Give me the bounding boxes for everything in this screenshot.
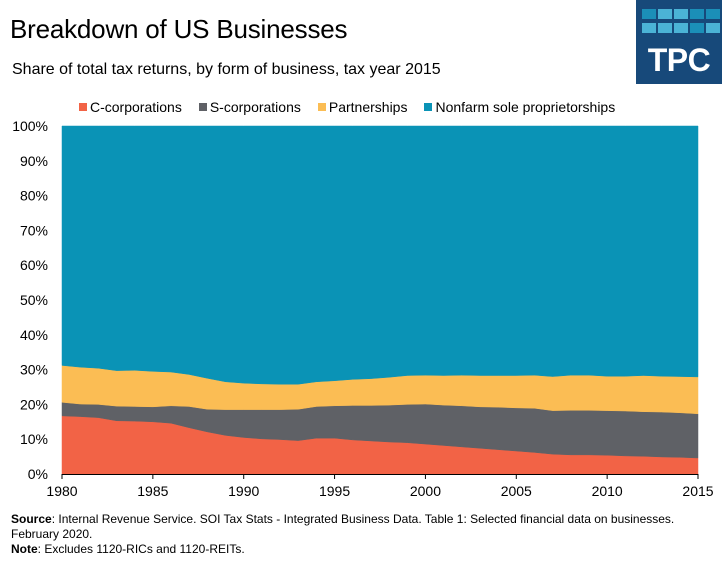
logo-square [690,9,704,19]
note-text: : Excludes 1120-RICs and 1120-REITs. [37,542,245,556]
y-tick-label: 30% [20,362,48,378]
x-tick-label: 1980 [46,483,77,499]
legend-item: S-corporations [198,99,301,115]
y-tick-label: 0% [28,466,48,482]
logo-square [642,9,656,19]
source-label: Source [11,512,52,526]
legend: C-corporations S-corporations Partnerships… [79,99,632,115]
chart-subtitle: Share of total tax returns, by form of b… [12,61,441,78]
x-tick-label: 1985 [137,483,168,499]
x-tick-label: 1990 [228,483,259,499]
legend-swatch [424,103,433,111]
x-tick-label: 2000 [410,483,441,499]
footer: Source: Internal Revenue Service. SOI Ta… [11,512,711,557]
legend-label: Partnerships [328,99,408,115]
logo-square [658,23,672,33]
legend-label: C-corporations [90,99,182,115]
y-tick-label: 70% [20,222,48,238]
y-tick-label: 60% [20,257,48,273]
tpc-logo: TPC [636,0,722,84]
y-tick-label: 20% [20,396,48,412]
legend-item: C-corporations [79,99,182,115]
source-note: Source: Internal Revenue Service. SOI Ta… [11,512,711,542]
legend-swatch [198,103,207,111]
legend-label: S-corporations [209,99,301,115]
stacked-area-chart: 1980 1985 1990 1995 2000 2005 2010 2015 0% 10% 20%… [12,118,714,499]
y-tick-label: 40% [20,327,48,343]
legend-item: Partnerships [317,99,408,115]
logo-square [642,23,656,33]
note: Note: Excludes 1120-RICs and 1120-REITs. [11,542,711,557]
legend-swatch [317,103,326,111]
legend-item: Nonfarm sole proprietorships [424,99,615,115]
y-tick-label: 80% [20,188,48,204]
tpc-logo-text: TPC [647,42,711,78]
logo-square [690,23,704,33]
logo-square [658,9,672,19]
legend-swatch [79,103,87,111]
legend-label: Nonfarm sole proprietorships [435,99,616,115]
logo-square [706,23,720,33]
x-tick-label: 1995 [319,483,350,499]
x-tick-label: 2010 [592,483,623,499]
logo-square [706,9,720,19]
x-tick-label: 2015 [682,483,713,499]
y-tick-label: 10% [20,431,48,447]
x-tick-label: 2005 [501,483,532,499]
logo-square [674,23,688,33]
y-tick-label: 100% [12,118,48,134]
chart-title: Breakdown of US Businesses [10,14,348,44]
axes: 1980 1985 1990 1995 2000 2005 2010 2015 0% 10% 20%… [12,118,714,499]
area-nonfarm-sole-proprietorships [61,125,699,385]
source-text: : Internal Revenue Service. SOI Tax Stat… [11,512,675,541]
logo-square [674,9,688,19]
area-layers [61,125,699,475]
y-tick-label: 50% [20,292,48,308]
y-tick-label: 90% [20,153,48,169]
note-label: Note [11,542,38,556]
